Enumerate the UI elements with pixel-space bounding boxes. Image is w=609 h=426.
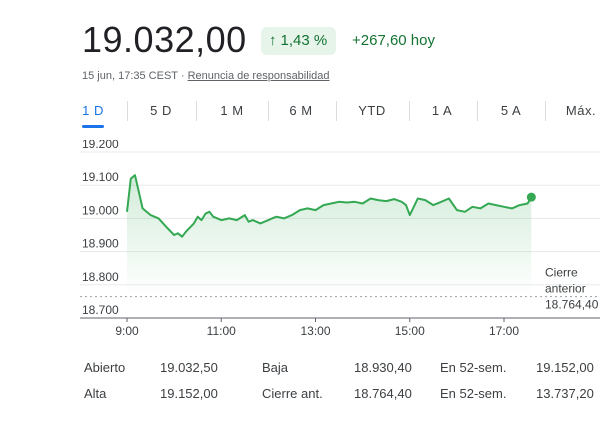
quote-timestamp: 15 jun, 17:35 CEST (82, 70, 178, 82)
meta-separator: · (180, 70, 185, 82)
tab-max[interactable]: Máx. (565, 103, 597, 118)
tab-6m[interactable]: 6 M (289, 103, 313, 118)
price-line (126, 174, 533, 238)
disclaimer-link[interactable]: Renuncia de responsabilidad (187, 70, 330, 82)
change-absolute: +267,60 hoy (352, 32, 435, 49)
stat-value: 13.737,20 (536, 386, 594, 401)
active-tab-indicator (82, 125, 104, 128)
x-tick-label: 17:00 (489, 324, 519, 338)
stat-label: Abierto (84, 360, 126, 375)
tab-1a[interactable]: 1 A (431, 103, 453, 118)
previous-close-label: Cierre (545, 266, 578, 280)
x-tick-label: 13:00 (300, 324, 330, 338)
stat-value: 18.930,40 (354, 360, 412, 375)
stat-value: 19.032,50 (160, 360, 218, 375)
tab-divider (477, 101, 478, 121)
x-tick-label: 15:00 (395, 324, 425, 338)
y-tick-label: 19.100 (82, 170, 119, 184)
y-tick-label: 18.900 (82, 237, 119, 251)
change-percent-badge: ↑ 1,43 % (261, 27, 337, 55)
x-tick-label: 9:00 (115, 324, 139, 338)
y-tick-label: 18.800 (82, 270, 119, 284)
y-tick-label: 18.700 (82, 303, 119, 317)
x-tick-label: 11:00 (207, 324, 236, 338)
stat-value: 19.152,00 (536, 360, 594, 375)
tab-5d[interactable]: 5 D (150, 103, 172, 118)
stat-label: En 52-sem. (440, 386, 507, 401)
intraday-chart[interactable]: 19.200 19.100 19.000 18.900 18.800 18.700 9:0… (0, 140, 609, 345)
tab-ytd[interactable]: YTD (358, 103, 386, 118)
previous-close-value: 18.764,40 (545, 298, 599, 312)
tab-divider (196, 101, 197, 121)
stat-label: Cierre ant. (262, 386, 323, 401)
tab-divider (336, 101, 337, 121)
y-axis: 19.200 19.100 19.000 18.900 18.800 18.700 (82, 140, 119, 317)
tab-5a[interactable]: 5 A (500, 103, 522, 118)
tab-divider (268, 101, 269, 121)
y-tick-label: 19.200 (82, 140, 119, 151)
current-price: 19.032,00 (82, 19, 247, 60)
stat-value: 19.152,00 (160, 386, 218, 401)
tab-divider (545, 101, 546, 121)
quote-meta: 15 jun, 17:35 CEST · Renuncia de respons… (82, 70, 330, 82)
stat-label: En 52-sem. (440, 360, 507, 375)
tab-1m[interactable]: 1 M (220, 103, 244, 118)
price-area (127, 175, 532, 297)
stat-label: Baja (262, 360, 289, 375)
arrow-up-icon: ↑ (269, 32, 277, 49)
stat-label: Alta (84, 386, 107, 401)
stat-value: 18.764,40 (354, 386, 412, 401)
tab-divider (409, 101, 410, 121)
tab-divider (127, 101, 128, 121)
range-tabs: 1 D 5 D 1 M 6 M YTD 1 A 5 A Máx. (82, 98, 602, 128)
change-percent: 1,43 % (280, 32, 328, 49)
tab-1d[interactable]: 1 D (82, 103, 104, 118)
x-axis: 9:00 11:00 13:00 15:00 17:00 (115, 318, 519, 338)
previous-close-label: anterior (545, 282, 586, 296)
last-price-dot (526, 192, 536, 202)
y-tick-label: 19.000 (82, 203, 119, 217)
